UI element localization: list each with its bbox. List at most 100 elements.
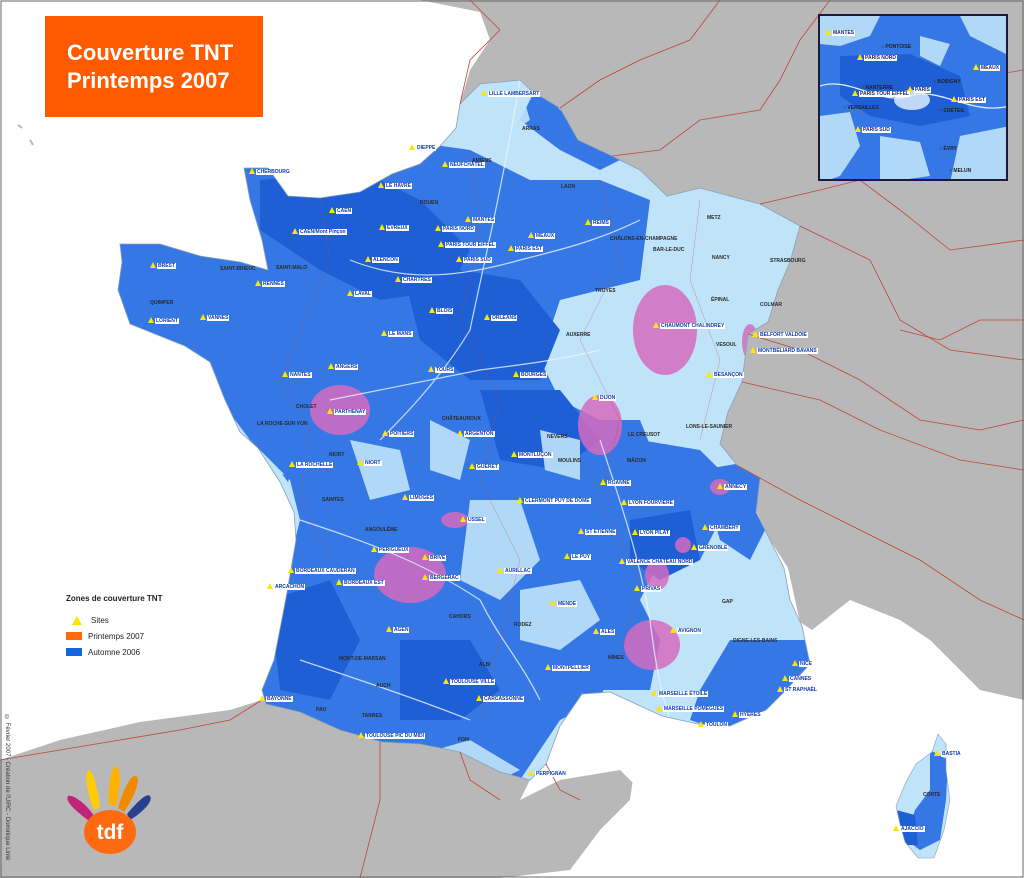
site-marker-icon[interactable] (670, 627, 676, 633)
site-marker-icon[interactable] (517, 497, 523, 503)
site-marker-icon[interactable] (443, 678, 449, 684)
site-marker-icon[interactable] (528, 770, 534, 776)
site-marker-icon[interactable] (511, 451, 517, 457)
site-marker-icon[interactable] (327, 408, 333, 414)
inset-site-marker-icon[interactable] (852, 90, 858, 96)
city-label: MONT-DE-MARSAN (339, 656, 386, 662)
site-marker-icon[interactable] (578, 528, 584, 534)
inset-site-marker-icon[interactable] (907, 86, 913, 92)
site-marker-icon[interactable] (934, 750, 940, 756)
site-marker-icon[interactable] (564, 553, 570, 559)
site-label: CLERMONT PUY DE DÔME (524, 498, 591, 504)
site-marker-icon[interactable] (593, 628, 599, 634)
site-marker-icon[interactable] (365, 256, 371, 262)
city-label: ANGOULÊME (365, 527, 398, 533)
site-marker-icon[interactable] (460, 516, 466, 522)
site-marker-icon[interactable] (481, 90, 487, 96)
site-marker-icon[interactable] (513, 371, 519, 377)
site-marker-icon[interactable] (508, 245, 514, 251)
site-marker-icon[interactable] (442, 161, 448, 167)
site-marker-icon[interactable] (457, 430, 463, 436)
site-marker-icon[interactable] (422, 554, 428, 560)
site-marker-icon[interactable] (150, 262, 156, 268)
site-marker-icon[interactable] (379, 224, 385, 230)
site-marker-icon[interactable] (395, 276, 401, 282)
site-marker-icon[interactable] (456, 256, 462, 262)
site-marker-icon[interactable] (702, 524, 708, 530)
site-marker-icon[interactable] (653, 322, 659, 328)
site-marker-icon[interactable] (469, 463, 475, 469)
site-marker-icon[interactable] (371, 546, 377, 552)
site-marker-icon[interactable] (255, 280, 261, 286)
site-marker-icon[interactable] (634, 585, 640, 591)
site-marker-icon[interactable] (592, 394, 598, 400)
site-marker-icon[interactable] (585, 219, 591, 225)
site-marker-icon[interactable] (438, 241, 444, 247)
site-marker-icon[interactable] (698, 721, 704, 727)
inset-site-marker-icon[interactable] (973, 64, 979, 70)
site-marker-icon[interactable] (328, 363, 334, 369)
city-label: STRASBOURG (770, 258, 806, 264)
site-marker-icon[interactable] (717, 483, 723, 489)
site-label: TOULOUSE VILLE (450, 679, 496, 685)
site-marker-icon[interactable] (550, 600, 556, 606)
site-label: LE HAVRE (385, 183, 412, 189)
site-marker-icon[interactable] (289, 461, 295, 467)
site-marker-icon[interactable] (600, 479, 606, 485)
site-marker-icon[interactable] (732, 711, 738, 717)
site-marker-icon[interactable] (497, 567, 503, 573)
site-marker-icon[interactable] (422, 574, 428, 580)
inset-site-marker-icon[interactable] (857, 54, 863, 60)
site-label: ARGENTON (464, 431, 495, 437)
site-marker-icon[interactable] (651, 690, 657, 696)
site-marker-icon[interactable] (347, 290, 353, 296)
site-marker-icon[interactable] (382, 430, 388, 436)
site-marker-icon[interactable] (336, 579, 342, 585)
site-marker-icon[interactable] (752, 331, 758, 337)
site-marker-icon[interactable] (357, 459, 363, 465)
site-marker-icon[interactable] (777, 686, 783, 692)
site-marker-icon[interactable] (621, 499, 627, 505)
site-marker-icon[interactable] (148, 317, 154, 323)
site-marker-icon[interactable] (476, 695, 482, 701)
site-marker-icon[interactable] (691, 544, 697, 550)
site-marker-icon[interactable] (782, 675, 788, 681)
site-marker-icon[interactable] (792, 660, 798, 666)
city-label: LONS-LE-SAUNIER (686, 424, 733, 430)
city-label: MÂCON (627, 458, 646, 464)
site-marker-icon[interactable] (893, 825, 899, 831)
site-marker-icon[interactable] (259, 695, 265, 701)
site-marker-icon[interactable] (282, 371, 288, 377)
site-marker-icon[interactable] (428, 366, 434, 372)
site-marker-icon[interactable] (329, 207, 335, 213)
site-marker-icon[interactable] (386, 626, 392, 632)
site-marker-icon[interactable] (402, 494, 408, 500)
city-label: ÉPINAL (711, 297, 730, 303)
site-marker-icon[interactable] (358, 732, 364, 738)
site-marker-icon[interactable] (429, 307, 435, 313)
site-label: BRIVE (429, 555, 447, 561)
site-marker-icon[interactable] (528, 232, 534, 238)
site-marker-icon[interactable] (409, 144, 415, 150)
site-marker-icon[interactable] (750, 347, 756, 353)
site-marker-icon[interactable] (465, 216, 471, 222)
site-marker-icon[interactable] (288, 567, 294, 573)
site-marker-icon[interactable] (435, 225, 441, 231)
site-marker-icon[interactable] (267, 583, 273, 589)
site-label: MENDE (557, 601, 578, 607)
site-marker-icon[interactable] (378, 182, 384, 188)
site-marker-icon[interactable] (381, 330, 387, 336)
site-marker-icon[interactable] (632, 529, 638, 535)
site-marker-icon[interactable] (200, 314, 206, 320)
inset-site-marker-icon[interactable] (825, 29, 831, 35)
site-marker-icon[interactable] (249, 168, 255, 174)
site-marker-icon[interactable] (292, 228, 298, 234)
inset-site-marker-icon[interactable] (951, 96, 957, 102)
site-marker-icon[interactable] (706, 371, 712, 377)
inset-site-marker-icon[interactable] (855, 126, 861, 132)
site-marker-icon[interactable] (484, 314, 490, 320)
site-marker-icon[interactable] (545, 664, 551, 670)
site-marker-icon[interactable] (619, 558, 625, 564)
site-marker-icon[interactable] (656, 705, 662, 711)
site-label: VALENCE CHÂTEAU NORD (626, 559, 694, 565)
